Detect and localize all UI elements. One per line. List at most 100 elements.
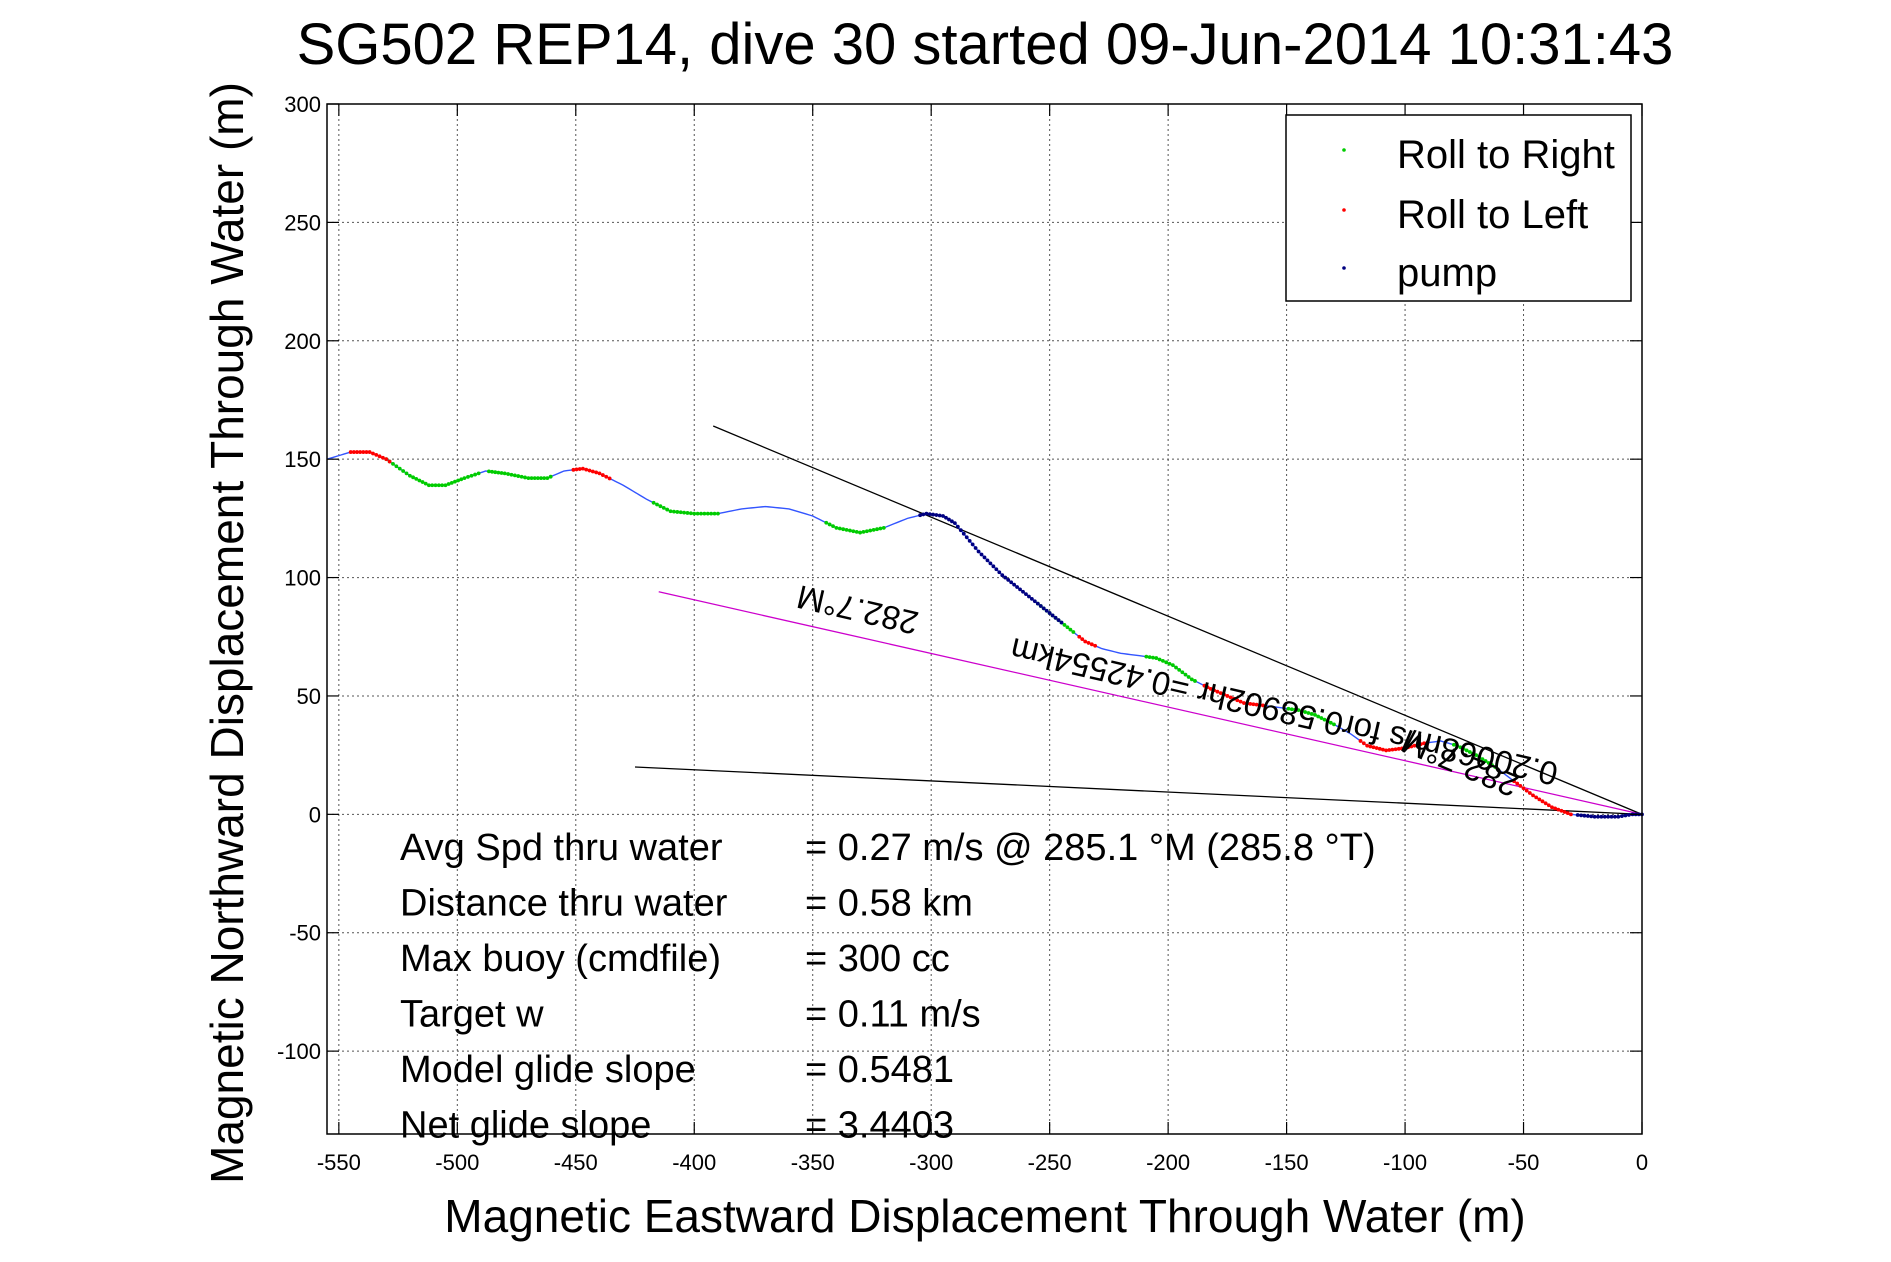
roll-right-point — [496, 470, 501, 475]
roll-right-point — [1467, 750, 1472, 754]
pump-point — [1024, 592, 1028, 597]
pump-point — [1044, 608, 1049, 613]
roll-left-point — [377, 454, 382, 459]
roll-right-point — [516, 474, 521, 478]
pump-point — [927, 512, 932, 517]
roll-left-point — [367, 450, 372, 454]
roll-right-point — [430, 483, 435, 488]
roll-right-point — [702, 511, 707, 516]
pump-point — [1018, 587, 1022, 592]
roll-left-point — [1093, 643, 1098, 648]
stat-value: = 0.11 m/s — [805, 994, 981, 1036]
pump-point — [1038, 604, 1043, 608]
roll-right-point — [672, 509, 676, 514]
roll-left-point — [374, 453, 379, 457]
pump-point — [973, 546, 978, 550]
roll-left-point — [1222, 692, 1226, 697]
roll-right-point — [1174, 665, 1178, 670]
y-tick-label: 0 — [309, 802, 321, 827]
roll-left-point — [1228, 695, 1233, 700]
roll-left-point — [1248, 701, 1253, 706]
roll-right-point — [436, 483, 441, 488]
roll-right-point — [423, 481, 428, 486]
pump-point — [1029, 596, 1034, 601]
roll-right-point — [391, 462, 395, 466]
roll-right-point — [446, 482, 451, 486]
roll-right-point — [469, 473, 474, 478]
roll-right-point — [499, 471, 504, 475]
y-tick-label: 50 — [297, 684, 321, 709]
pump-point — [1589, 814, 1594, 819]
roll-left-point — [387, 459, 392, 464]
roll-right-point — [658, 504, 663, 509]
roll-right-point — [1458, 745, 1463, 750]
roll-right-point — [1183, 672, 1188, 677]
roll-left-point — [1083, 639, 1088, 644]
roll-right-point — [1461, 746, 1466, 751]
pump-point — [1606, 814, 1611, 819]
roll-right-point — [1068, 627, 1073, 632]
roll-left-point — [1218, 691, 1223, 696]
legend: Roll to Right Roll to Left pump — [1285, 114, 1632, 302]
roll-right-point — [709, 511, 714, 516]
roll-left-point — [358, 450, 363, 454]
roll-right-point — [875, 527, 879, 532]
pump-point — [924, 511, 929, 516]
roll-left-point — [384, 457, 389, 462]
roll-left-point — [1556, 807, 1561, 812]
roll-left-point — [1361, 741, 1366, 746]
roll-right-point — [397, 466, 402, 471]
y-tick-label: 100 — [284, 566, 321, 591]
roll-right-point — [1151, 655, 1155, 660]
legend-marker-pump — [1342, 266, 1346, 270]
pump-point — [958, 528, 963, 533]
roll-left-point — [1254, 702, 1259, 707]
roll-left-point — [381, 455, 385, 460]
pump-point — [976, 549, 981, 554]
roll-right-point — [871, 527, 876, 532]
roll-right-point — [685, 511, 690, 515]
pump-point — [1619, 814, 1624, 819]
roll-right-point — [678, 510, 683, 515]
stat-label: Net glide slope — [400, 1105, 651, 1147]
roll-right-point — [661, 505, 666, 510]
pump-point — [950, 519, 954, 524]
y-tick-label: -100 — [277, 1039, 321, 1064]
roll-right-point — [651, 500, 656, 505]
pump-point — [1021, 589, 1025, 594]
pump-point — [1627, 813, 1631, 817]
roll-right-point — [433, 483, 438, 488]
x-tick-label: -300 — [909, 1150, 953, 1175]
roll-right-point — [456, 478, 461, 483]
roll-left-point — [1202, 683, 1207, 688]
roll-right-point — [440, 483, 445, 488]
roll-left-point — [580, 466, 585, 471]
roll-left-point — [1371, 745, 1376, 750]
y-tick-label: 200 — [284, 329, 321, 354]
roll-left-point — [1559, 808, 1564, 813]
roll-right-point — [1189, 677, 1194, 682]
roll-right-point — [417, 478, 422, 483]
pump-point — [988, 561, 993, 566]
roll-right-point — [868, 528, 873, 533]
pump-point — [1585, 814, 1590, 818]
roll-right-point — [519, 474, 524, 479]
stat-label: Avg Spd thru water — [400, 827, 723, 869]
roll-left-point — [587, 468, 592, 473]
pump-point — [952, 521, 957, 526]
roll-left-point — [1238, 699, 1243, 704]
roll-left-point — [1251, 702, 1256, 707]
x-tick-label: -400 — [672, 1150, 716, 1175]
roll-right-point — [827, 522, 832, 527]
x-tick-label: -150 — [1265, 1150, 1309, 1175]
roll-right-point — [411, 475, 415, 480]
roll-right-point — [1170, 663, 1175, 668]
stat-label: Max buoy (cmdfile) — [400, 938, 721, 980]
roll-right-point — [466, 475, 470, 479]
reference-line-upper — [712, 425, 1643, 815]
pump-point — [931, 512, 935, 517]
pump-point — [1035, 601, 1040, 606]
pump-point — [921, 512, 926, 517]
x-tick-label: -250 — [1028, 1150, 1072, 1175]
pump-point — [1582, 813, 1587, 818]
